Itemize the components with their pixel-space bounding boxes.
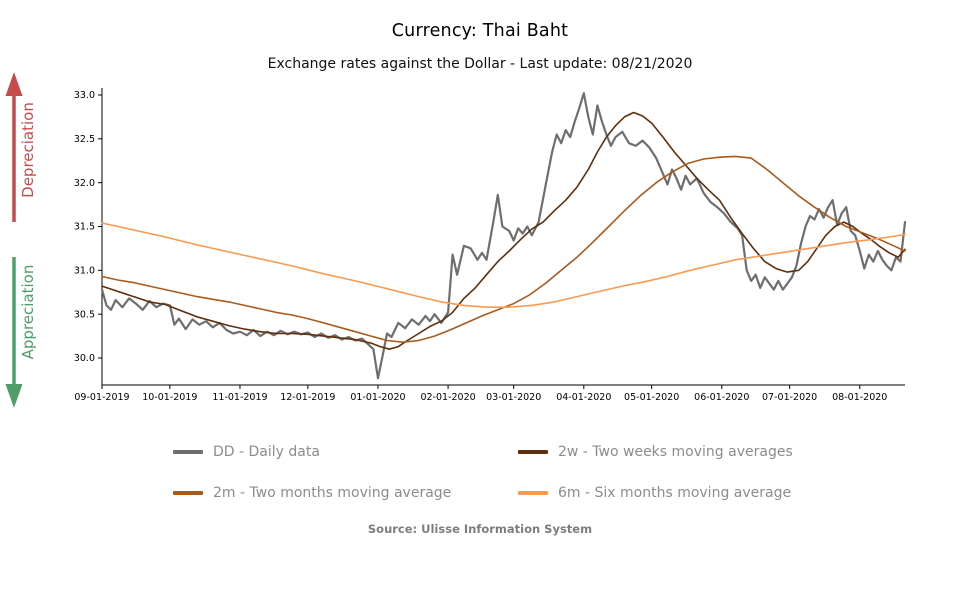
svg-text:31.5: 31.5 <box>74 222 95 233</box>
depreciation-arrow: Depreciation <box>5 72 37 222</box>
chart-subtitle: Exchange rates against the Dollar - Last… <box>267 56 693 72</box>
legend-item-dd: DD - Daily data <box>173 444 320 460</box>
appreciation-arrow: Appreciation <box>5 257 37 408</box>
svg-text:05-01-2020: 05-01-2020 <box>624 392 679 403</box>
svg-text:09-01-2019: 09-01-2019 <box>74 392 129 403</box>
series-lines <box>100 92 907 380</box>
svg-text:11-01-2019: 11-01-2019 <box>212 392 267 403</box>
legend-item-2m: 2m - Two months moving average <box>173 485 451 501</box>
legend-label-dd: DD - Daily data <box>213 444 320 460</box>
legend-item-2w: 2w - Two weeks moving averages <box>518 444 793 460</box>
svg-text:04-01-2020: 04-01-2020 <box>556 392 611 403</box>
svg-text:06-01-2020: 06-01-2020 <box>694 392 749 403</box>
axes: 33.0 32.5 32.0 31.5 31.0 30.5 30.0 09-01-2019 10… <box>74 88 905 403</box>
two-weeks-line-swatch <box>518 450 548 454</box>
svg-text:12-01-2019: 12-01-2019 <box>280 392 335 403</box>
svg-text:30.5: 30.5 <box>74 309 95 320</box>
svg-text:08-01-2020: 08-01-2020 <box>832 392 887 403</box>
source-attribution: Source: Ulisse Information System <box>367 522 593 536</box>
two-months-line-swatch <box>173 491 203 495</box>
chart-title: Currency: Thai Baht <box>391 21 569 41</box>
svg-text:30.0: 30.0 <box>74 353 95 364</box>
svg-text:32.5: 32.5 <box>74 134 95 145</box>
legend-label-2w: 2w - Two weeks moving averages <box>558 444 793 460</box>
svg-text:31.0: 31.0 <box>74 266 95 277</box>
svg-text:07-01-2020: 07-01-2020 <box>762 392 817 403</box>
svg-text:32.0: 32.0 <box>74 178 95 189</box>
dd-line-swatch <box>173 450 203 454</box>
svg-text:33.0: 33.0 <box>74 90 95 101</box>
svg-text:02-01-2020: 02-01-2020 <box>420 392 475 403</box>
appreciation-label: Appreciation <box>19 265 37 360</box>
six-months-line-swatch <box>518 491 548 495</box>
svg-text:10-01-2019: 10-01-2019 <box>142 392 197 403</box>
legend-item-6m: 6m - Six months moving average <box>518 485 791 501</box>
legend-label-6m: 6m - Six months moving average <box>558 485 792 501</box>
legend-label-2m: 2m - Two months moving average <box>213 485 452 501</box>
svg-text:01-01-2020: 01-01-2020 <box>350 392 405 403</box>
svg-text:03-01-2020: 03-01-2020 <box>486 392 541 403</box>
depreciation-label: Depreciation <box>19 102 37 198</box>
